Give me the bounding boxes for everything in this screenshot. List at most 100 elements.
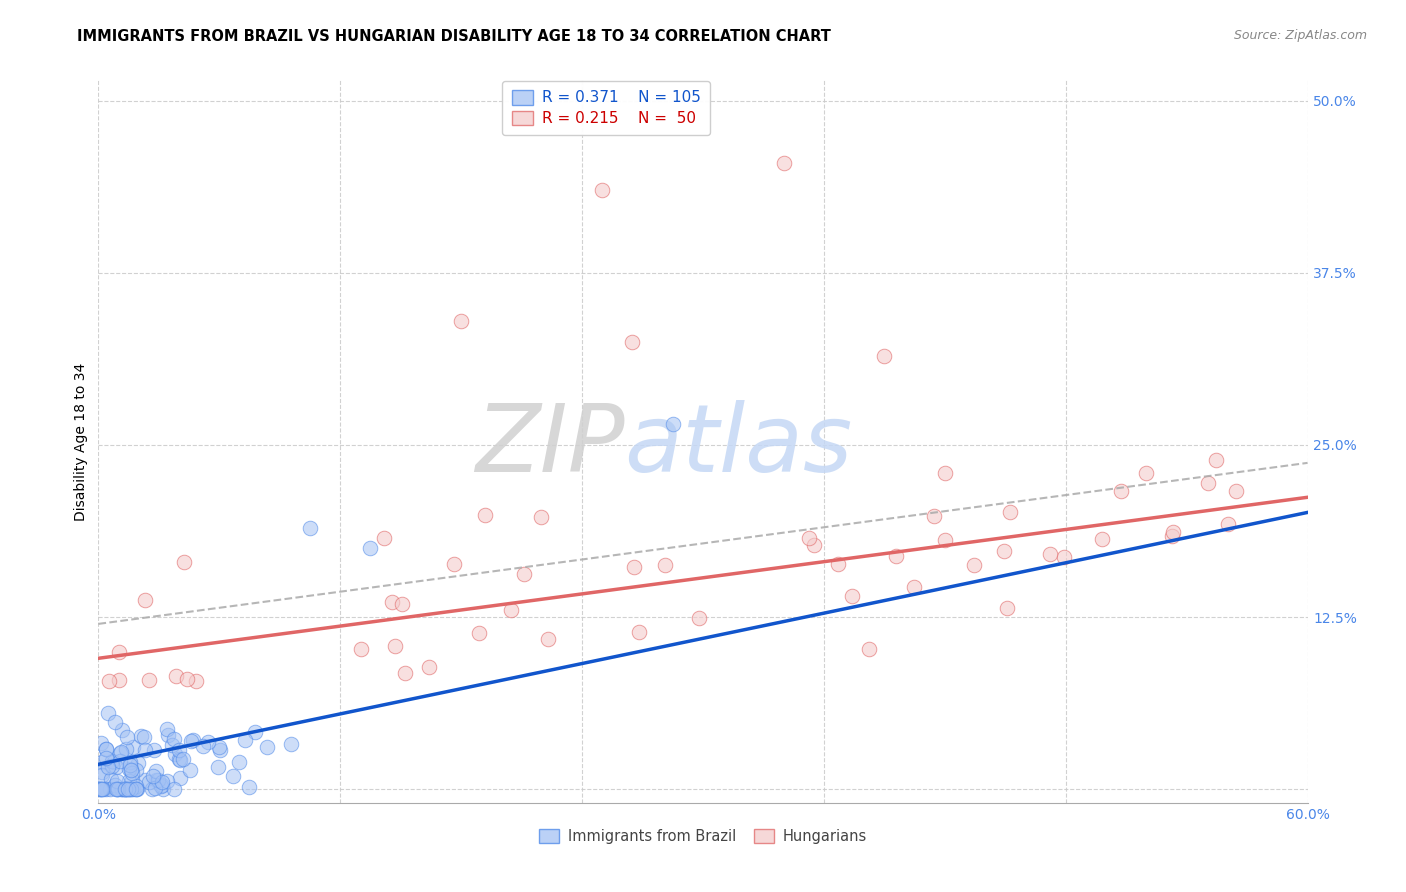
Point <box>110 745 132 759</box>
Point <box>122 739 145 754</box>
Point <box>962 558 984 573</box>
Point <box>418 660 440 674</box>
Point <box>654 558 676 573</box>
Point <box>467 626 489 640</box>
Point <box>1039 547 1062 561</box>
Point <box>299 520 322 534</box>
Text: ZIP: ZIP <box>475 400 624 491</box>
Point <box>1109 484 1132 499</box>
Point <box>995 601 1018 615</box>
Point <box>91 782 114 797</box>
Point <box>134 743 156 757</box>
Point <box>163 732 186 747</box>
Point <box>132 730 155 744</box>
Point <box>993 544 1015 558</box>
Point <box>474 508 496 522</box>
Point <box>186 673 208 688</box>
Point <box>108 673 131 687</box>
Point <box>179 763 201 777</box>
Point <box>512 566 534 581</box>
Point <box>89 782 111 797</box>
Point <box>125 782 148 797</box>
Point <box>150 774 173 789</box>
Point <box>118 757 141 772</box>
Point <box>114 782 136 797</box>
Point <box>108 755 131 769</box>
Point <box>141 782 163 797</box>
Point <box>391 597 413 611</box>
Point <box>111 782 134 797</box>
Point <box>143 781 166 796</box>
Point <box>537 632 560 647</box>
Point <box>89 782 111 797</box>
Text: Source: ZipAtlas.com: Source: ZipAtlas.com <box>1233 29 1367 42</box>
Point <box>934 466 956 480</box>
Point <box>165 669 187 683</box>
Point <box>207 760 229 774</box>
Point <box>91 782 114 797</box>
Point <box>222 769 245 783</box>
Point <box>94 741 117 756</box>
Point <box>176 673 198 687</box>
Point <box>243 724 266 739</box>
Point <box>167 752 190 766</box>
Point <box>233 733 256 747</box>
Point <box>94 782 117 797</box>
Point <box>934 533 956 547</box>
Point <box>104 714 127 729</box>
Point <box>373 531 395 545</box>
Point <box>155 722 177 736</box>
Point <box>394 666 416 681</box>
Point <box>134 772 156 787</box>
Point <box>884 549 907 563</box>
Point <box>104 778 127 792</box>
Point <box>841 589 863 603</box>
Point <box>115 741 138 756</box>
Point <box>169 753 191 767</box>
Point <box>1161 529 1184 543</box>
Point <box>529 509 551 524</box>
Point <box>922 508 945 523</box>
Point <box>858 642 880 657</box>
Point <box>91 765 114 780</box>
Point <box>107 645 129 659</box>
Point <box>134 593 156 607</box>
Point <box>142 769 165 783</box>
Point <box>105 773 128 788</box>
Point <box>1197 476 1219 491</box>
Point <box>180 734 202 748</box>
Point <box>450 314 472 328</box>
Point <box>628 624 651 639</box>
Point <box>143 743 166 757</box>
Text: atlas: atlas <box>624 400 852 491</box>
Point <box>148 772 170 787</box>
Point <box>105 782 128 797</box>
Point <box>623 559 645 574</box>
Point <box>1225 483 1247 498</box>
Point <box>90 736 112 750</box>
Point <box>101 758 124 772</box>
Point <box>117 782 139 797</box>
Point <box>384 639 406 653</box>
Point <box>105 782 128 797</box>
Point <box>114 782 136 797</box>
Point <box>120 782 142 797</box>
Point <box>96 750 118 764</box>
Point <box>90 767 112 781</box>
Point <box>98 782 121 797</box>
Point <box>118 782 141 797</box>
Point <box>803 538 825 552</box>
Point <box>100 754 122 768</box>
Point <box>360 541 382 556</box>
Point <box>208 742 231 756</box>
Point <box>591 183 613 197</box>
Point <box>1216 517 1239 532</box>
Point <box>152 778 174 792</box>
Point <box>107 782 129 797</box>
Point <box>169 771 191 785</box>
Point <box>157 728 180 742</box>
Point <box>156 774 179 789</box>
Point <box>124 782 146 797</box>
Point <box>183 732 205 747</box>
Point <box>772 156 794 170</box>
